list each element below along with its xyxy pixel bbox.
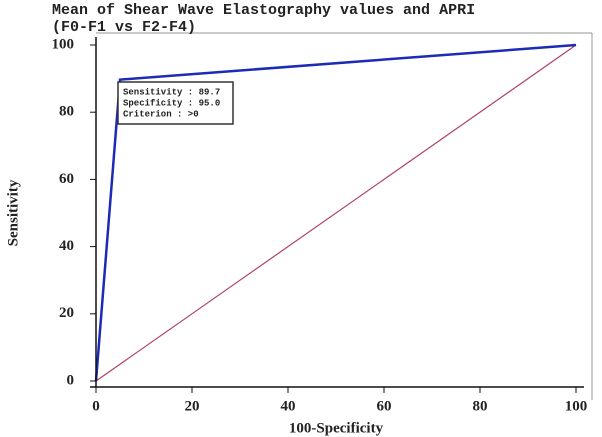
y-tick-label: 20	[59, 305, 74, 321]
series-line	[95, 44, 577, 382]
x-tick-label: 80	[473, 398, 488, 414]
y-tick-label: 100	[52, 36, 75, 52]
y-tick-label: 80	[59, 104, 74, 120]
chart-title: Mean of Shear Wave Elastography values a…	[52, 2, 475, 19]
x-tick-label: 0	[92, 398, 100, 414]
annotation: Specificity : 95.0	[123, 98, 220, 108]
x-tick-label: 40	[281, 398, 296, 414]
series-line	[94, 43, 577, 382]
annotation-box	[117, 81, 234, 125]
x-tick-label: 20	[185, 398, 200, 414]
annotation: Sensitivity : 89.7	[123, 87, 220, 97]
annotation: Criterion : >0	[123, 109, 199, 119]
x-tick-label: 60	[377, 398, 392, 414]
y-axis-label: Sensitivity	[5, 179, 21, 246]
y-tick-label: 60	[59, 171, 74, 187]
chart-subtitle: (F0-F1 vs F2-F4)	[52, 19, 196, 36]
x-axis-label: 100-Specificity	[289, 420, 384, 436]
x-tick-label: 100	[565, 398, 588, 414]
y-tick-label: 40	[59, 238, 74, 254]
y-tick-label: 0	[67, 372, 75, 388]
